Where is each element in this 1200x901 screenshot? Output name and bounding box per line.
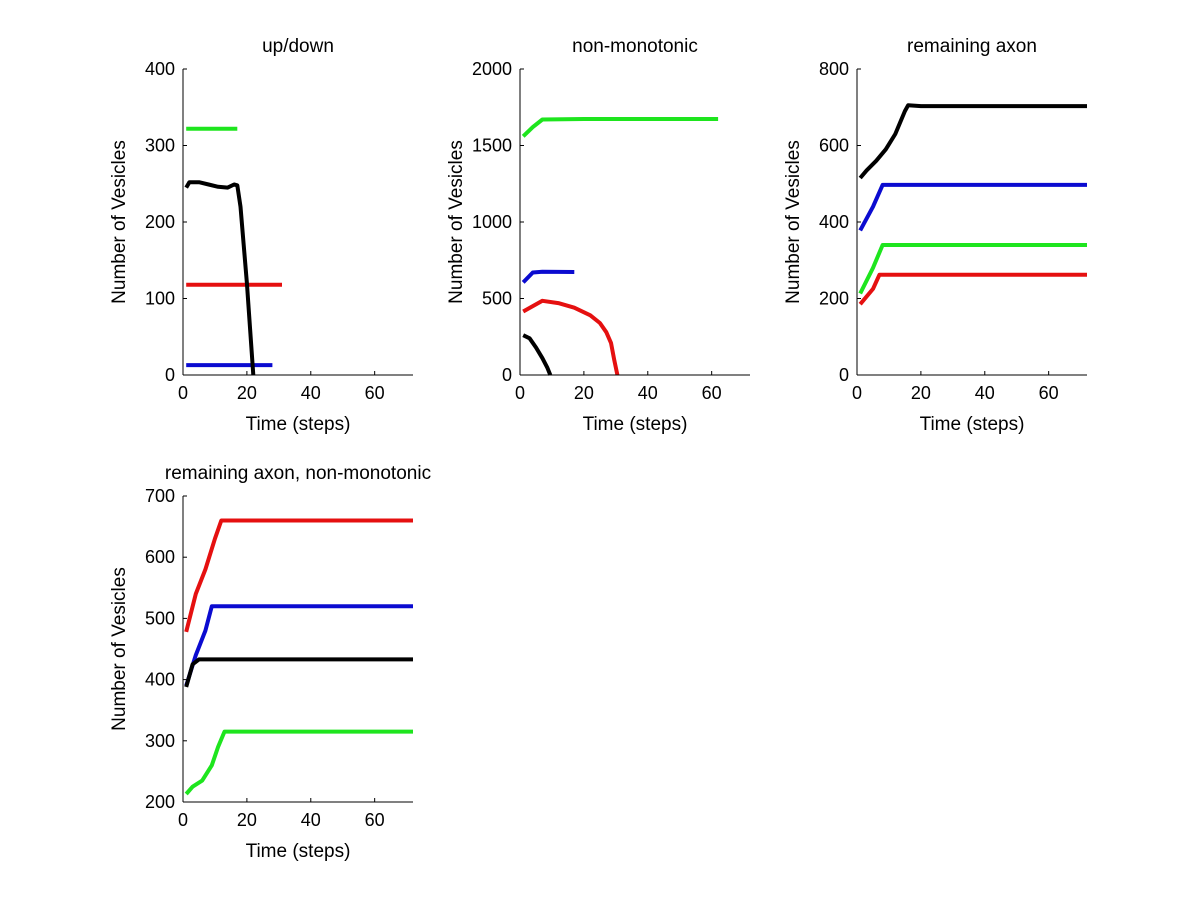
chart-3-x-tick-label-60: 60	[365, 810, 385, 830]
chart-3-series-line-3	[184, 729, 413, 796]
chart-2-x-tick-label-40: 40	[975, 383, 995, 403]
chart-0-x-tick-label-0: 0	[178, 383, 188, 403]
chart-1-y-tick-label-2000: 2000	[472, 59, 512, 79]
chart-3-series-line-2	[184, 657, 413, 688]
chart-1-series-line-1	[521, 269, 575, 284]
chart-2-y-axis-label: Number of Vesicles	[783, 140, 804, 304]
chart-3-title: remaining axon, non-monotonic	[165, 463, 431, 484]
subplot-up-down: 0 20 40 60 0 100 200 300 400 up/down Time (steps) N…	[109, 36, 413, 435]
chart-1-series-line-2	[522, 298, 620, 376]
chart-2-y-tick-label-0: 0	[839, 365, 849, 385]
chart-2-series-line-2	[858, 243, 1087, 295]
chart-2-series-line-0	[858, 103, 1087, 180]
chart-1-x-tick-label-60: 60	[702, 383, 722, 403]
chart-1-y-tick-label-1000: 1000	[472, 212, 512, 232]
chart-3-y-tick-label-400: 400	[145, 670, 175, 690]
chart-1-series-line-0	[521, 117, 719, 138]
chart-0-y-tick-label-100: 100	[145, 289, 175, 309]
chart-3-x-tick-label-40: 40	[301, 810, 321, 830]
chart-3-series-line-1	[184, 604, 413, 687]
chart-2-series-line-1	[858, 182, 1087, 232]
chart-3-y-tick-label-500: 500	[145, 608, 175, 628]
chart-0-y-axis-label: Number of Vesicles	[109, 140, 130, 304]
chart-2-series-line-3	[858, 272, 1087, 306]
chart-0-y-tick-label-300: 300	[145, 136, 175, 156]
chart-2-x-tick-label-0: 0	[852, 383, 862, 403]
chart-0-y-tick-label-0: 0	[165, 365, 175, 385]
chart-3-x-tick-label-20: 20	[237, 810, 257, 830]
chart-3-y-tick-label-200: 200	[145, 792, 175, 812]
chart-2-y-tick-label-200: 200	[819, 289, 849, 309]
chart-0-x-tick-label-60: 60	[365, 383, 385, 403]
chart-0-y-tick-label-400: 400	[145, 59, 175, 79]
chart-0-x-axis-label: Time (steps)	[246, 414, 351, 435]
chart-3-x-tick-label-0: 0	[178, 810, 188, 830]
chart-2-y-tick-label-800: 800	[819, 59, 849, 79]
chart-3-x-axis-label: Time (steps)	[246, 841, 351, 862]
chart-1-x-tick-label-40: 40	[638, 383, 658, 403]
chart-1-y-tick-label-500: 500	[482, 289, 512, 309]
chart-0-x-tick-label-40: 40	[301, 383, 321, 403]
chart-0-series-line-3	[184, 180, 256, 376]
chart-2-x-tick-label-20: 20	[911, 383, 931, 403]
chart-2-x-axis-label: Time (steps)	[920, 414, 1025, 435]
chart-1-y-tick-label-1500: 1500	[472, 136, 512, 156]
chart-0-x-tick-label-20: 20	[237, 383, 257, 403]
chart-2-y-tick-label-600: 600	[819, 136, 849, 156]
chart-3-y-tick-label-700: 700	[145, 486, 175, 506]
chart-1-y-tick-label-0: 0	[502, 365, 512, 385]
chart-1-series-line-3	[522, 333, 553, 376]
subplot-non-monotonic: 0 20 40 60 0 500 1000 1500 2000 non-monotonic Time…	[446, 36, 750, 435]
chart-0-y-tick-label-200: 200	[145, 212, 175, 232]
chart-1-x-tick-label-20: 20	[574, 383, 594, 403]
chart-2-title: remaining axon	[907, 36, 1037, 57]
chart-3-series-line-0	[184, 518, 413, 633]
chart-1-title: non-monotonic	[572, 36, 698, 57]
chart-3-y-axis-label: Number of Vesicles	[109, 567, 130, 731]
chart-3-y-tick-label-300: 300	[145, 731, 175, 751]
chart-1-x-axis-label: Time (steps)	[583, 414, 688, 435]
chart-0-title: up/down	[262, 36, 334, 57]
chart-1-x-tick-label-0: 0	[515, 383, 525, 403]
chart-2-y-tick-label-400: 400	[819, 212, 849, 232]
chart-3-y-tick-label-600: 600	[145, 547, 175, 567]
chart-1-y-axis-label: Number of Vesicles	[446, 140, 467, 304]
chart-2-x-tick-label-60: 60	[1039, 383, 1059, 403]
